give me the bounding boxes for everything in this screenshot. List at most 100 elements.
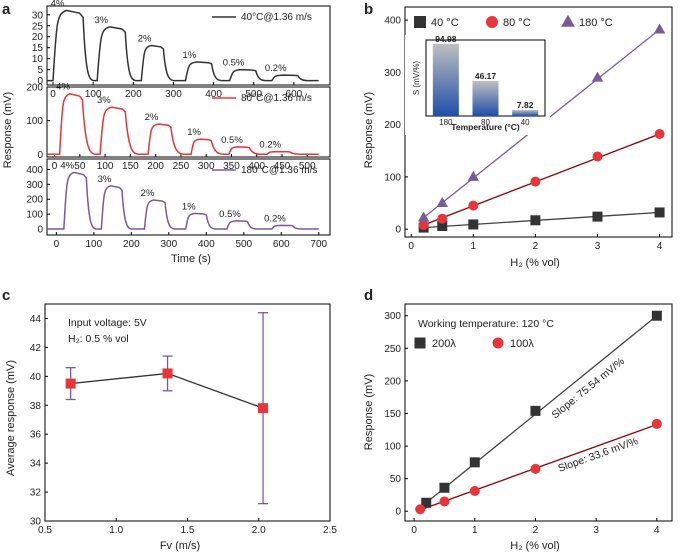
legend-label: 80°C@1.36 m/s (241, 93, 312, 104)
data-point (436, 197, 449, 208)
data-point (437, 213, 448, 224)
data-point (467, 170, 480, 181)
panel-c-annotation-h2: H₂: 0.5 % vol (68, 333, 129, 345)
inset-x-tick-label: 80 (481, 118, 490, 127)
y-tick-label: 0 (395, 507, 401, 518)
data-point (417, 211, 430, 222)
panel-label-b: b (364, 1, 373, 18)
panel-c-annotation-voltage: Input voltage: 5V (68, 317, 147, 329)
y-tick-label: 200 (26, 83, 43, 94)
data-point (592, 211, 603, 222)
x-tick-label: 400 (248, 161, 265, 172)
fit-line (425, 315, 658, 504)
y-tick-label: 100 (384, 172, 401, 183)
y-tick-label: 400 (26, 165, 43, 176)
x-tick-label: 200 (123, 239, 140, 250)
x-tick-label: 500 (245, 89, 262, 100)
x-tick-label: 4 (657, 241, 663, 252)
data-point (469, 486, 480, 497)
plot-frame (46, 5, 331, 86)
y-tick-label: 5 (37, 65, 43, 76)
panel-d-annotation: Working temperature: 120 °C (418, 318, 554, 330)
panel-label-c: c (2, 287, 10, 304)
pulse-label: 2% (141, 188, 155, 199)
panel-b-ylabel: Response (mV) (363, 92, 375, 168)
inset-bar-value: 94.98 (435, 34, 457, 44)
legend-marker (561, 14, 575, 27)
inset-bar (512, 110, 539, 116)
pulse-label: 1% (182, 201, 196, 212)
legend-marker (492, 337, 504, 349)
data-point (258, 403, 269, 414)
y-tick-label: 20 (32, 32, 44, 43)
data-point (439, 496, 450, 507)
panel-d-ylabel: Response (mV) (363, 374, 375, 450)
inset-bar (472, 80, 499, 116)
x-tick-label: 0.5 (38, 525, 52, 536)
response-curve (47, 92, 319, 156)
legend-label: 100λ (510, 338, 534, 350)
y-tick-label: 200 (384, 120, 401, 131)
pulse-label: 0.5% (223, 58, 245, 69)
x-tick-label: 0 (54, 239, 60, 250)
data-point (591, 71, 604, 82)
slope-label-200: Slope: 75.54 mV/% (550, 355, 627, 421)
panel-label-d: d (364, 287, 373, 304)
x-tick-label: 1 (471, 241, 477, 252)
y-tick-label: 250 (384, 344, 401, 355)
inset-x-tick-label: 180 (439, 118, 453, 127)
data-point (437, 221, 448, 232)
pulse-label: 4% (56, 82, 70, 93)
x-tick-label: 3 (593, 525, 599, 536)
pulse-label: 0.5% (221, 135, 243, 146)
x-tick-label: 3 (595, 241, 601, 252)
panel-a-xlabel: Time (s) (171, 253, 211, 265)
y-tick-label: 42 (30, 343, 42, 354)
y-tick-label: 10 (32, 54, 44, 65)
data-point (418, 219, 429, 230)
pulse-label: 3% (95, 15, 109, 26)
y-tick-label: 32 (30, 488, 42, 499)
inset-bar-value: 46.17 (475, 71, 497, 81)
x-tick-label: 0 (52, 161, 58, 172)
fit-line (423, 133, 660, 226)
panel-b-chart: H₂ (% vol) Response (mV) 0 1 2 3 40100200300… (363, 6, 673, 269)
data-point (469, 457, 480, 468)
x-tick-label: 2 (533, 241, 539, 252)
y-tick-label: 200 (384, 376, 401, 387)
y-tick-label: 0 (37, 150, 43, 161)
x-tick-label: 250 (173, 161, 190, 172)
legend-label: 40 °C (431, 17, 459, 29)
legend-marker (414, 16, 426, 28)
x-tick-label: 0 (411, 525, 417, 536)
inset-xlabel: Temperature (°C) (451, 122, 520, 132)
y-tick-label: 44 (30, 314, 42, 325)
response-curve (47, 171, 319, 230)
pulse-label: 3% (97, 95, 111, 106)
x-tick-label: 2.5 (323, 525, 337, 536)
inset-ylabel: S (mV/%) (412, 61, 421, 96)
legend-label: 80 °C (503, 17, 531, 29)
x-tick-label: 0 (408, 241, 414, 252)
y-tick-label: 25 (32, 21, 44, 32)
data-point (592, 151, 603, 162)
legend-label: 180°C@1.36 m/s (241, 165, 317, 176)
x-tick-label: 50 (74, 161, 86, 172)
pulse-label: 0.2% (264, 213, 286, 224)
x-tick-label: 200 (147, 161, 164, 172)
x-tick-label: 350 (223, 161, 240, 172)
y-tick-label: 300 (384, 311, 401, 322)
y-tick-label: 15 (32, 43, 44, 54)
x-tick-label: 1.0 (109, 525, 123, 536)
x-tick-label: 500 (299, 161, 316, 172)
x-tick-label: 2.0 (252, 525, 266, 536)
x-tick-label: 0 (50, 89, 56, 100)
y-tick-label: 38 (30, 401, 42, 412)
x-tick-label: 600 (286, 89, 303, 100)
pulse-label: 2% (145, 112, 159, 123)
fit-line (423, 211, 660, 229)
data-point (415, 504, 426, 515)
